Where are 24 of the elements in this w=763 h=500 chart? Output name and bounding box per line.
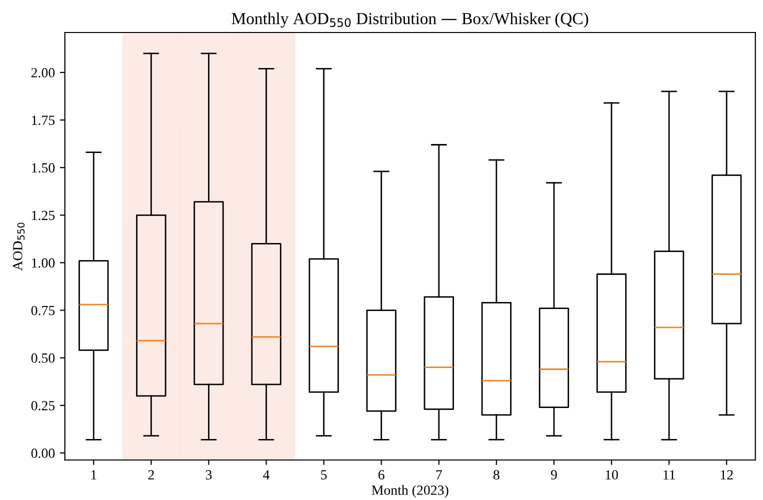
- y-tick-label: 1.00: [32, 258, 55, 268]
- x-tick-label: 9: [550, 470, 557, 480]
- x-tick-label: 6: [378, 470, 384, 480]
- x-tick-label: 3: [206, 470, 212, 480]
- x-axis-title: Month (2023): [372, 485, 448, 498]
- x-tick-label: 5: [321, 470, 327, 480]
- chart-title: Monthly AOD$_{550}$ Distribution — Box/Whisker (QC): [232, 12, 588, 28]
- y-tick-label: 1.25: [32, 210, 55, 220]
- y-axis-title: AOD$_{550}$: [13, 222, 25, 271]
- x-tick-label: 7: [436, 470, 442, 480]
- x-tick-label: 2: [148, 470, 154, 480]
- x-tick-label: 1: [91, 470, 96, 480]
- y-tick-label: 1.75: [32, 116, 55, 126]
- x-tick-label: 11: [664, 470, 675, 480]
- y-tick-label: 2.00: [31, 68, 55, 78]
- x-tick-label: 4: [263, 470, 270, 480]
- y-tick-label: 0.50: [31, 353, 55, 363]
- x-tick-label: 8: [493, 470, 500, 480]
- x-tick-label: 10: [606, 470, 618, 480]
- x-tick-label: 12: [720, 470, 733, 480]
- y-tick-label: 1.50: [32, 163, 55, 173]
- y-tick-label: 0.75: [31, 306, 55, 316]
- y-tick-label: 0.00: [31, 448, 55, 458]
- y-tick-label: 0.25: [31, 400, 55, 410]
